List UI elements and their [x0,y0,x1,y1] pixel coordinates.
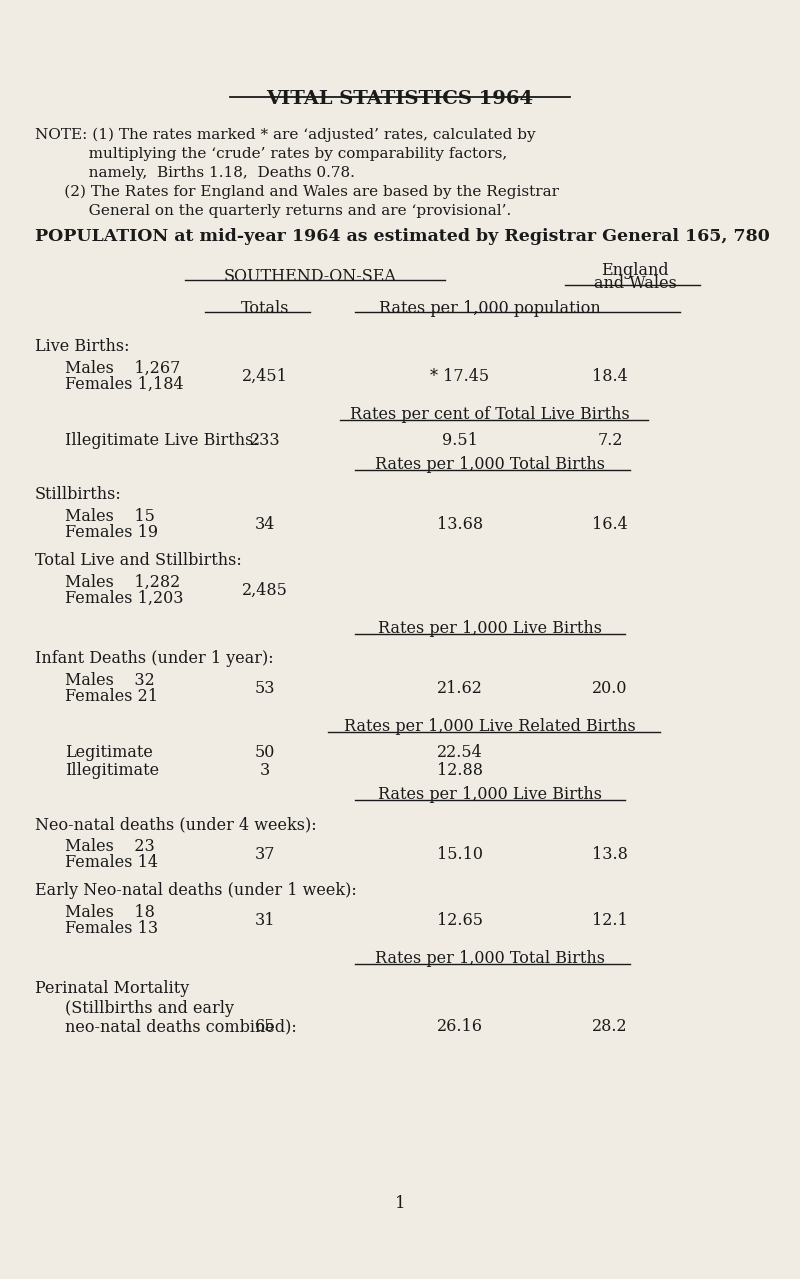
Text: multiplying the ‘crude’ rates by comparability factors,: multiplying the ‘crude’ rates by compara… [35,147,507,161]
Text: 7.2: 7.2 [598,432,622,449]
Text: 34: 34 [255,515,275,533]
Text: (2) The Rates for England and Wales are based by the Registrar: (2) The Rates for England and Wales are … [35,185,559,200]
Text: Rates per 1,000 Live Births: Rates per 1,000 Live Births [378,787,602,803]
Text: 233: 233 [250,432,280,449]
Text: Males    15: Males 15 [65,508,155,524]
Text: NOTE: (1) The rates marked * are ‘adjusted’ rates, calculated by: NOTE: (1) The rates marked * are ‘adjust… [35,128,536,142]
Text: Neo-natal deaths (under 4 weeks):: Neo-natal deaths (under 4 weeks): [35,816,317,833]
Text: 2,485: 2,485 [242,582,288,599]
Text: 15.10: 15.10 [437,845,483,863]
Text: General on the quarterly returns and are ‘provisional’.: General on the quarterly returns and are… [35,203,511,217]
Text: namely,  Births 1.18,  Deaths 0.78.: namely, Births 1.18, Deaths 0.78. [35,166,355,180]
Text: Males    23: Males 23 [65,838,154,854]
Text: Females 14: Females 14 [65,854,158,871]
Text: 53: 53 [254,680,275,697]
Text: England: England [601,262,669,279]
Text: Males    32: Males 32 [65,671,154,689]
Text: 9.51: 9.51 [442,432,478,449]
Text: Females 1,203: Females 1,203 [65,590,183,608]
Text: Males    1,282: Males 1,282 [65,574,180,591]
Text: 31: 31 [254,912,275,929]
Text: 20.0: 20.0 [592,680,628,697]
Text: 12.1: 12.1 [592,912,628,929]
Text: Rates per 1,000 Total Births: Rates per 1,000 Total Births [375,950,605,967]
Text: Stillbirths:: Stillbirths: [35,486,122,503]
Text: * 17.45: * 17.45 [430,368,490,385]
Text: Legitimate: Legitimate [65,744,153,761]
Text: 50: 50 [255,744,275,761]
Text: Live Births:: Live Births: [35,338,130,356]
Text: (Stillbirths and early: (Stillbirths and early [65,1000,234,1017]
Text: 65: 65 [254,1018,275,1035]
Text: Rates per 1,000 population: Rates per 1,000 population [379,301,601,317]
Text: Females 21: Females 21 [65,688,158,705]
Text: 21.62: 21.62 [437,680,483,697]
Text: 26.16: 26.16 [437,1018,483,1035]
Text: 18.4: 18.4 [592,368,628,385]
Text: Females 13: Females 13 [65,920,158,938]
Text: 2,451: 2,451 [242,368,288,385]
Text: SOUTHEND-ON-SEA: SOUTHEND-ON-SEA [223,269,397,285]
Text: Infant Deaths (under 1 year):: Infant Deaths (under 1 year): [35,650,274,668]
Text: Total Live and Stillbirths:: Total Live and Stillbirths: [35,553,242,569]
Text: 13.68: 13.68 [437,515,483,533]
Text: Perinatal Mortality: Perinatal Mortality [35,980,190,998]
Text: Illegitimate: Illegitimate [65,762,159,779]
Text: Illegitimate Live Births:: Illegitimate Live Births: [65,432,258,449]
Text: 12.65: 12.65 [437,912,483,929]
Text: 3: 3 [260,762,270,779]
Text: Early Neo-natal deaths (under 1 week):: Early Neo-natal deaths (under 1 week): [35,883,357,899]
Text: 13.8: 13.8 [592,845,628,863]
Text: Males    18: Males 18 [65,904,155,921]
Text: Rates per 1,000 Live Related Births: Rates per 1,000 Live Related Births [344,718,636,735]
Text: 16.4: 16.4 [592,515,628,533]
Text: 37: 37 [254,845,275,863]
Text: Females 19: Females 19 [65,524,158,541]
Text: neo-natal deaths combined):: neo-natal deaths combined): [65,1018,297,1035]
Text: Totals: Totals [241,301,290,317]
Text: Rates per 1,000 Live Births: Rates per 1,000 Live Births [378,620,602,637]
Text: Females 1,184: Females 1,184 [65,376,184,393]
Text: 28.2: 28.2 [592,1018,628,1035]
Text: 1: 1 [394,1195,406,1212]
Text: 22.54: 22.54 [437,744,483,761]
Text: POPULATION at mid-year 1964 as estimated by Registrar General 165, 780: POPULATION at mid-year 1964 as estimated… [35,228,770,246]
Text: VITAL STATISTICS 1964: VITAL STATISTICS 1964 [266,90,534,107]
Text: and Wales: and Wales [594,275,677,292]
Text: Rates per 1,000 Total Births: Rates per 1,000 Total Births [375,457,605,473]
Text: Males    1,267: Males 1,267 [65,359,180,377]
Text: Rates per cent of Total Live Births: Rates per cent of Total Live Births [350,405,630,423]
Text: 12.88: 12.88 [437,762,483,779]
